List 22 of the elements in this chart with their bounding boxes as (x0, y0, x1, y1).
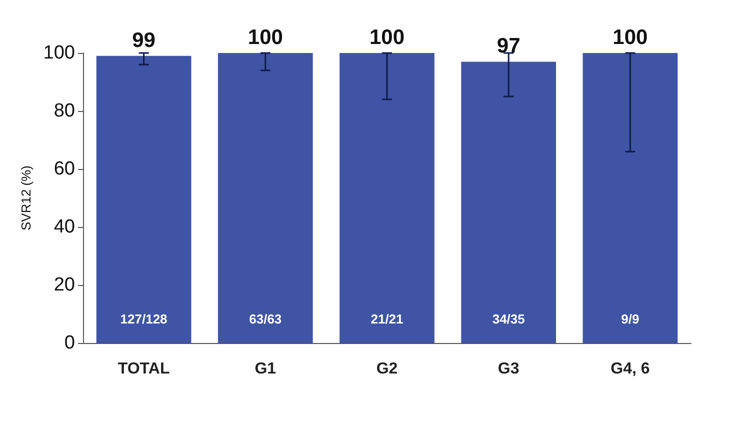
y-tick-label: 100 (43, 42, 75, 64)
x-tick-label: G1 (254, 360, 276, 378)
data-label: 97 (496, 34, 520, 58)
x-tick-label: G3 (498, 360, 520, 378)
data-label: 100 (369, 26, 405, 49)
y-tick-label: 60 (54, 158, 75, 180)
annotation: 9/9 (621, 312, 640, 326)
x-tick-label: TOTAL (118, 360, 170, 378)
data-label: 100 (612, 26, 648, 49)
x-tick-label: G2 (376, 360, 398, 378)
data-label: 100 (248, 26, 283, 49)
annotation: 127/128 (120, 312, 168, 326)
y-tick-label: 20 (54, 274, 75, 296)
y-tick-label: 80 (54, 100, 75, 122)
y-tick-label: 40 (54, 216, 75, 238)
data-label: 99 (132, 28, 156, 52)
annotation: 63/63 (249, 312, 282, 326)
x-tick-label: G4, 6 (610, 360, 650, 378)
annotation: 21/21 (370, 312, 404, 326)
y-axis-title: SVR12 (%) (18, 165, 34, 231)
annotation: 34/35 (492, 312, 525, 326)
y-tick-label: 0 (64, 332, 75, 354)
